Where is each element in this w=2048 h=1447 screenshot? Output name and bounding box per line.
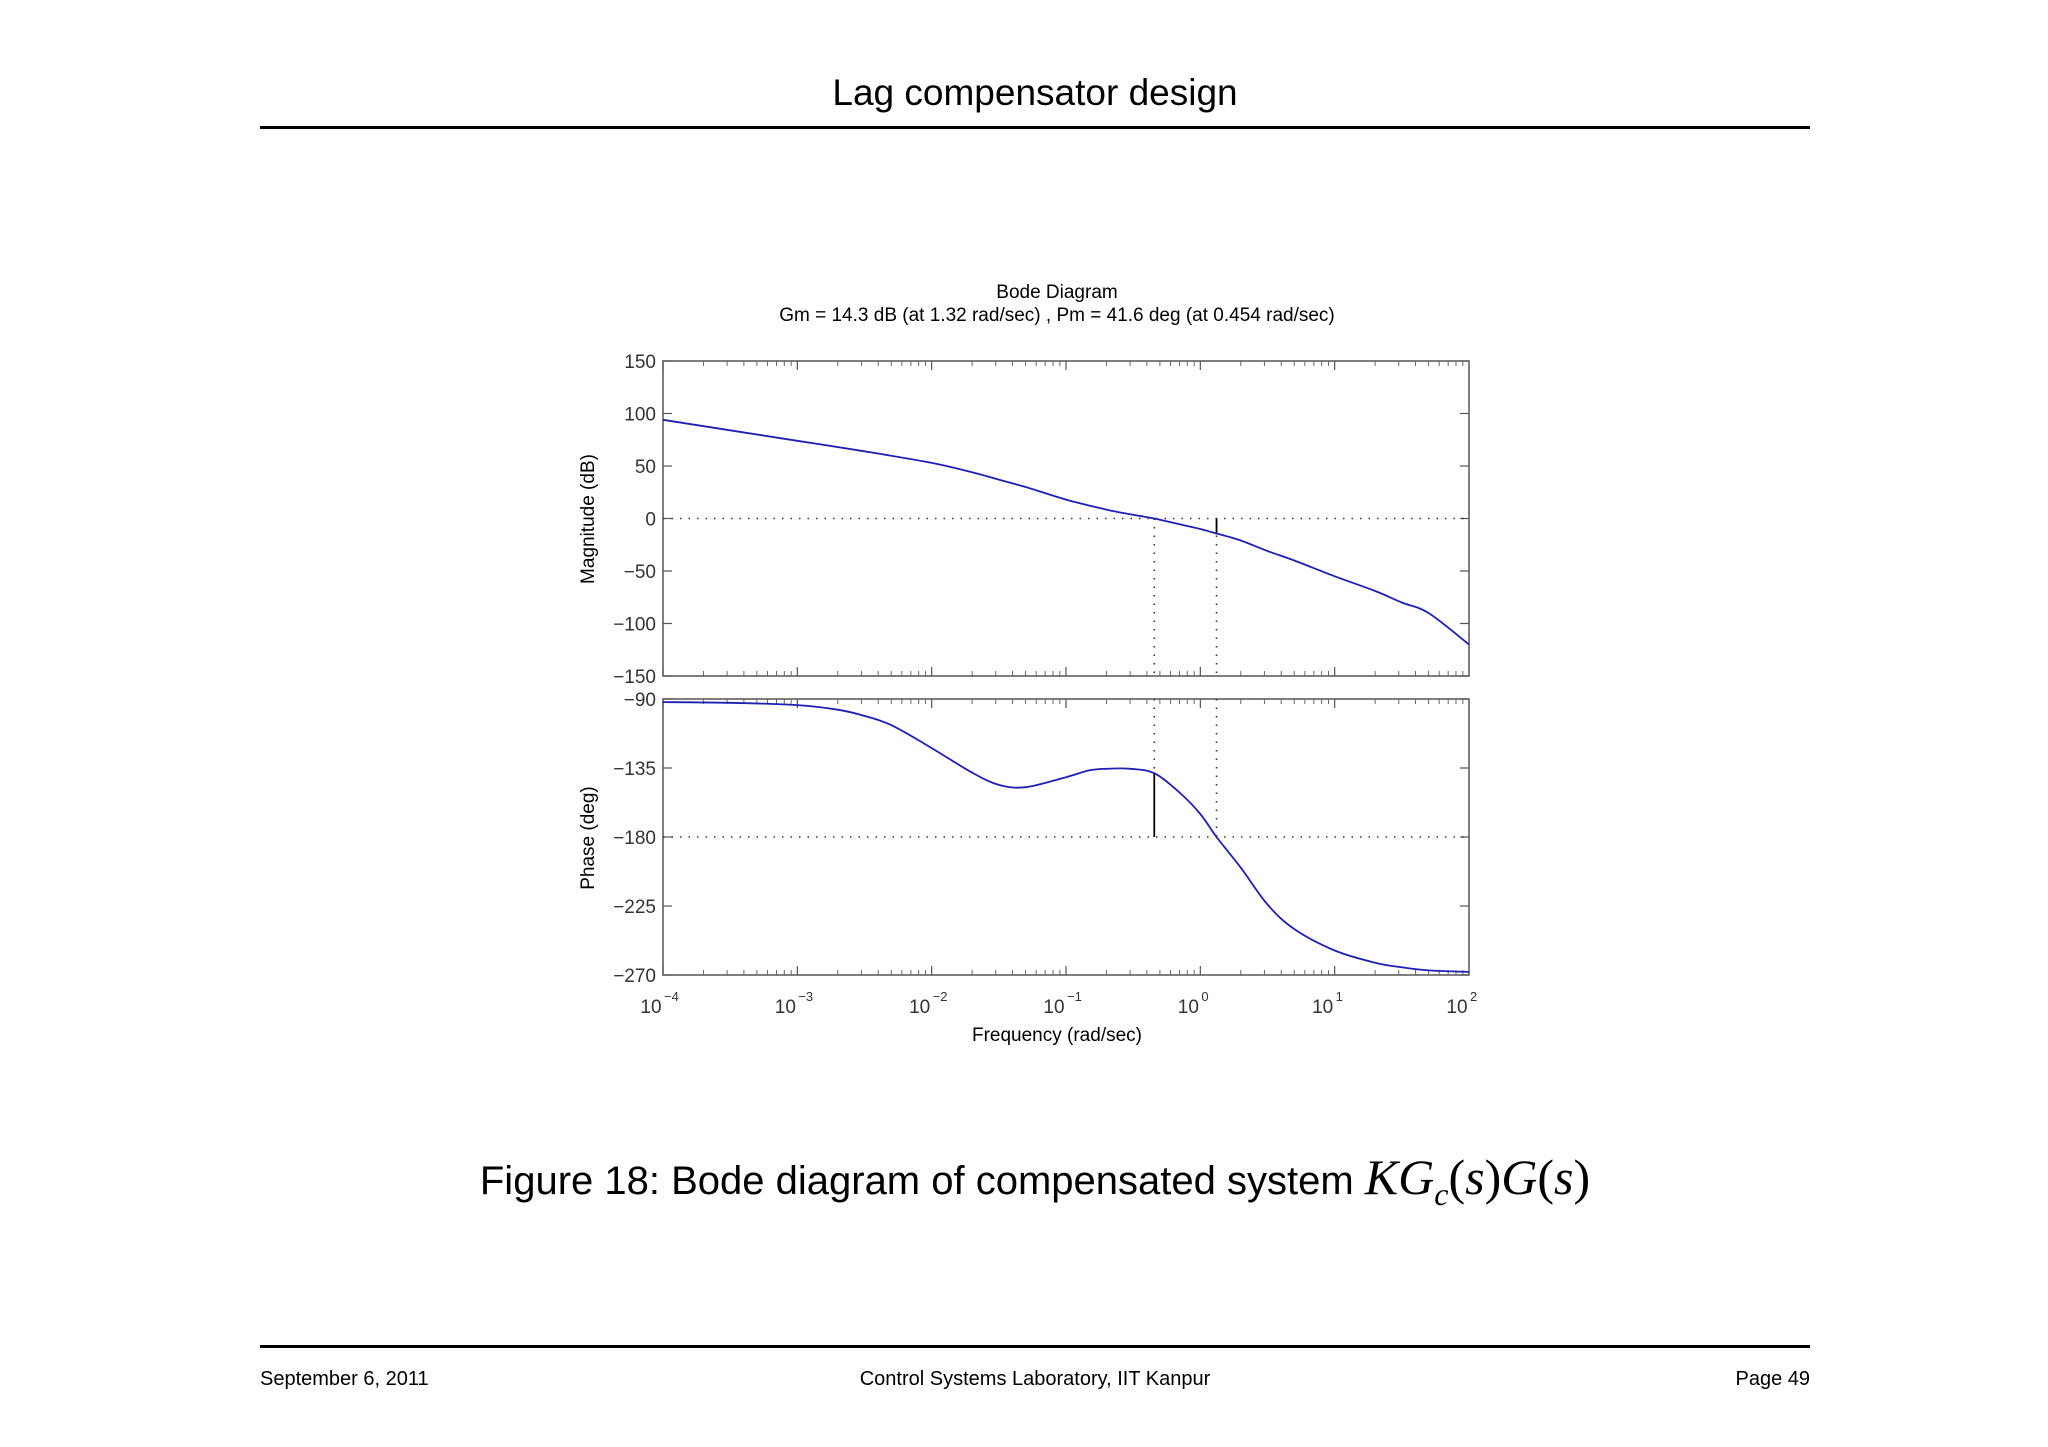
footer-lab: Control Systems Laboratory, IIT Kanpur (859, 1368, 1211, 1390)
x-tick-label-base: 10 (1043, 997, 1064, 1018)
formula-g: G (1398, 1149, 1435, 1205)
y-tick-label: −90 (624, 690, 656, 711)
x-tick-label-base: 10 (1446, 997, 1467, 1018)
header-rule (260, 126, 1810, 129)
footer-page: Page 49 (1735, 1368, 1810, 1390)
slide-title: Lag compensator design (832, 72, 1238, 113)
magnitude-y-ticks: 150 100 50 0 −50 −100 −150 (613, 352, 1469, 688)
y-tick-label: −150 (613, 667, 656, 688)
x-tick-label-exponent: −4 (664, 989, 679, 1004)
x-tick-label-exponent: 1 (1336, 989, 1343, 1004)
y-tick-label: −270 (613, 966, 656, 987)
x-tick-label-base: 10 (1178, 997, 1199, 1018)
phase-plot: −90 −135 −180 −225 −270 Phase (deg) (578, 690, 1470, 987)
magnitude-curve (662, 418, 1470, 646)
x-tick-label-base: 10 (775, 997, 796, 1018)
x-tick-label-exponent: 0 (1201, 989, 1208, 1004)
x-tick-label-exponent: 2 (1470, 989, 1477, 1004)
formula-s2: s (1554, 1149, 1574, 1205)
magnitude-axis-label: Magnitude (dB) (578, 454, 599, 584)
magnitude-axes-frame (662, 360, 1470, 677)
chart-subtitle: Gm = 14.3 dB (at 1.32 rad/sec) , Pm = 41… (779, 305, 1335, 326)
y-tick-label: 150 (624, 352, 656, 373)
x-tick-label-exponent: −2 (933, 989, 948, 1004)
formula-subscript: c (1434, 1176, 1449, 1212)
footer-date: September 6, 2011 (260, 1368, 429, 1390)
phase-axes-frame (662, 698, 1470, 976)
magnitude-plot: 150 100 50 0 −50 −100 −150 Magnitude (dB) (578, 352, 1470, 688)
caption-formula: KGc(s)G(s) (1364, 1149, 1591, 1212)
x-tick-label-base: 10 (1312, 997, 1333, 1018)
y-tick-label: −225 (613, 897, 656, 918)
figure-caption: Figure 18: Bode diagram of compensated s… (260, 1148, 1810, 1213)
frequency-axis-label: Frequency (rad/sec) (972, 1025, 1142, 1046)
phase-curve (662, 701, 1470, 973)
y-tick-label: −50 (624, 562, 656, 583)
y-tick-label: −100 (613, 615, 656, 636)
caption-text: Figure 18: Bode diagram of compensated s… (479, 1159, 1365, 1203)
formula-s1: s (1465, 1149, 1485, 1205)
y-tick-label: 100 (624, 405, 656, 426)
chart-title: Bode Diagram (996, 282, 1117, 303)
formula-g2: G (1501, 1149, 1538, 1205)
phase-y-ticks: −90 −135 −180 −225 −270 (613, 690, 1469, 987)
y-tick-label: 50 (635, 457, 656, 478)
formula-k: K (1364, 1149, 1399, 1205)
y-tick-label: 0 (645, 510, 656, 531)
x-tick-label-exponent: −1 (1067, 989, 1082, 1004)
footer-rule (260, 1345, 1810, 1348)
x-tick-label-base: 10 (909, 997, 930, 1018)
magnitude-x-ticks (662, 361, 1464, 676)
phase-x-ticks (662, 699, 1464, 975)
phase-axis-label: Phase (deg) (578, 786, 599, 890)
x-tick-label-base: 10 (640, 997, 661, 1018)
x-tick-label-exponent: −3 (798, 989, 813, 1004)
y-tick-label: −135 (613, 759, 656, 780)
y-tick-label: −180 (613, 828, 656, 849)
